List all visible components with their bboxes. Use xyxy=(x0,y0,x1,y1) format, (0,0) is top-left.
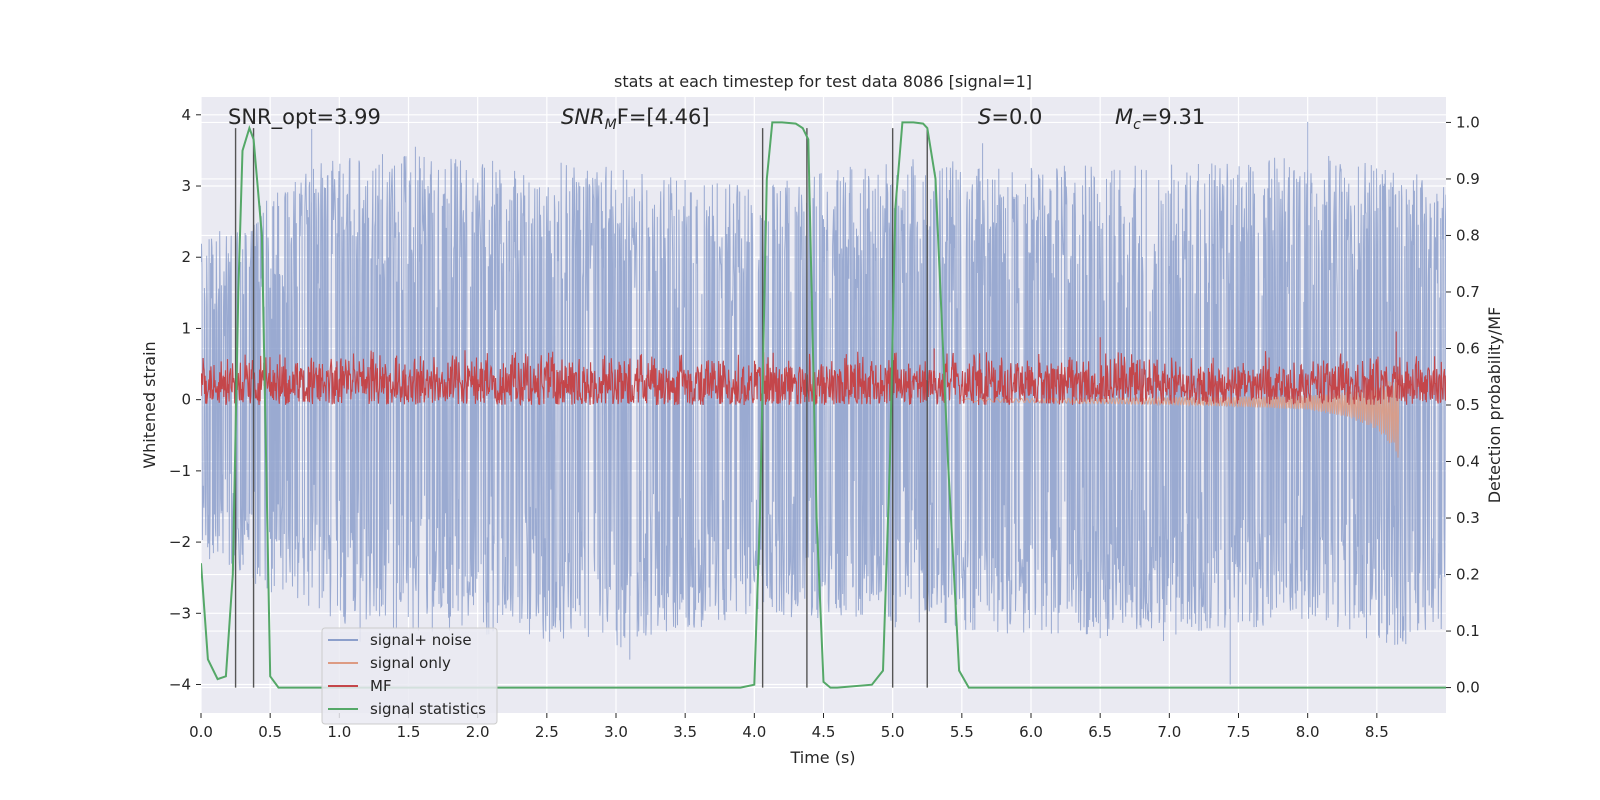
y2-tick-label: 0.8 xyxy=(1456,226,1480,244)
annotation-s-value: =0.0 xyxy=(991,105,1042,129)
legend-label-0: signal+ noise xyxy=(370,631,472,649)
annotation-mc-subscript: c xyxy=(1133,117,1141,133)
x-tick-label: 3.0 xyxy=(604,723,628,741)
x-tick-label: 2.0 xyxy=(466,723,490,741)
annotation-snr-mf-symbol: SNR xyxy=(561,105,605,129)
y2-axis-title: Detection probability/MF xyxy=(1485,307,1504,504)
annotation-snr-opt: SNR_opt=3.99 xyxy=(228,105,381,130)
y2-tick-label: 0.9 xyxy=(1456,170,1480,188)
y2-tick-label: 0.5 xyxy=(1456,396,1480,414)
x-axis-title: Time (s) xyxy=(789,748,855,767)
signal-statistics-line xyxy=(201,121,1446,689)
x-tick-label: 3.5 xyxy=(673,723,697,741)
annotation-snr-mf: SNRMF=[4.46] xyxy=(561,105,710,133)
y-tick-label: 1 xyxy=(181,319,191,337)
y-tick-label: 0 xyxy=(181,391,191,409)
y-tick-label: 3 xyxy=(181,177,191,195)
annotation-mc-symbol: M xyxy=(1115,105,1133,129)
y-tick-label: −4 xyxy=(169,676,191,694)
y2-tick-label: 0.2 xyxy=(1456,566,1480,584)
y2-tick-label: 0.4 xyxy=(1456,453,1480,471)
y2-tick-label: 0.7 xyxy=(1456,283,1480,301)
noise-line xyxy=(201,121,1446,685)
x-tick-label: 1.5 xyxy=(397,723,421,741)
x-tick-label: 8.5 xyxy=(1365,723,1389,741)
legend-label-1: signal only xyxy=(370,654,451,672)
x-tick-label: 2.5 xyxy=(535,723,559,741)
x-tick-label: 0.5 xyxy=(258,723,282,741)
y-tick-label: 4 xyxy=(181,106,191,124)
annotation-s-symbol: S xyxy=(978,105,991,129)
y-axis-title: Whitened strain xyxy=(140,341,159,468)
x-tick-label: 7.0 xyxy=(1157,723,1181,741)
legend-label-2: MF xyxy=(370,677,392,695)
series-signal-only xyxy=(961,374,1400,458)
y-tick-label: −2 xyxy=(169,533,191,551)
x-tick-label: 8.0 xyxy=(1296,723,1320,741)
x-axis-ticks: 0.0 0.5 1.0 1.5 2.0 2.5 3.0 3.5 4.0 4.5 5.0 5.5 6.0 6… xyxy=(189,713,1389,741)
x-tick-label: 5.5 xyxy=(950,723,974,741)
series-signal-statistics xyxy=(201,121,1446,689)
y-tick-label: −3 xyxy=(169,604,191,622)
x-tick-label: 1.0 xyxy=(327,723,351,741)
y2-tick-label: 0.6 xyxy=(1456,339,1480,357)
annotation-snr-mf-subscript: M xyxy=(605,117,617,133)
x-tick-label: 7.5 xyxy=(1227,723,1251,741)
x-tick-label: 6.0 xyxy=(1019,723,1043,741)
x-tick-label: 6.5 xyxy=(1088,723,1112,741)
y2-tick-label: 0.3 xyxy=(1456,509,1480,527)
y-tick-label: −1 xyxy=(169,462,191,480)
legend-label-3: signal statistics xyxy=(370,700,486,718)
x-tick-label: 5.0 xyxy=(881,723,905,741)
x-tick-label: 0.0 xyxy=(189,723,213,741)
x-tick-label: 4.0 xyxy=(742,723,766,741)
x-tick-label: 4.5 xyxy=(812,723,836,741)
annotation-mc-value: =9.31 xyxy=(1141,105,1205,129)
annotation-mc: Mc=9.31 xyxy=(1115,105,1205,133)
y-axis-ticks: −4 −3 −2 −1 0 1 2 3 4 xyxy=(169,106,201,694)
y2-tick-label: 0.0 xyxy=(1456,679,1480,697)
y2-tick-label: 1.0 xyxy=(1456,113,1480,131)
legend: signal+ noise signal only MF signal statist… xyxy=(321,627,498,725)
legend-box xyxy=(321,627,498,725)
series-mf xyxy=(201,331,1446,407)
mf-line xyxy=(201,331,1446,407)
chart-title: stats at each timestep for test data 808… xyxy=(614,72,1032,91)
annotation-snr-mf-value: F=[4.46] xyxy=(617,105,710,129)
y2-axis-ticks: 0.0 0.1 0.2 0.3 0.4 0.5 0.6 0.7 0.8 0.9 1.0 xyxy=(1446,113,1480,697)
series-signal-noise xyxy=(201,121,1446,685)
signal-only-line xyxy=(961,374,1400,458)
y-tick-label: 2 xyxy=(181,248,191,266)
y2-tick-label: 0.1 xyxy=(1456,622,1480,640)
annotation-s: S=0.0 xyxy=(978,105,1042,129)
